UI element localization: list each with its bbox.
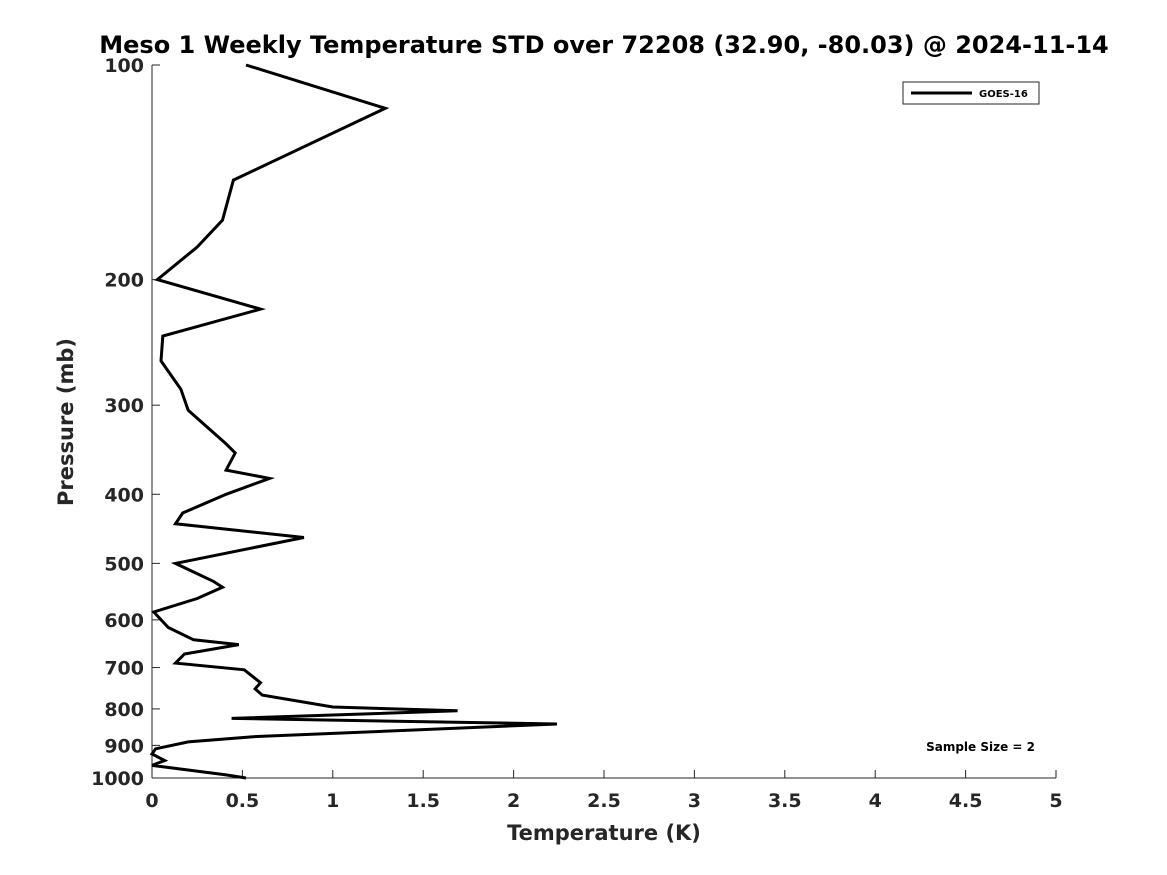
y-tick-label: 600	[104, 610, 144, 632]
x-tick-label: 3	[688, 790, 701, 812]
legend: GOES-16	[902, 81, 1040, 105]
x-tick-label: 1.5	[406, 790, 440, 812]
x-tick-label: 4	[869, 790, 882, 812]
x-tick-label: 2.5	[587, 790, 621, 812]
y-tick-label: 800	[104, 699, 144, 721]
x-tick-label: 0	[145, 790, 158, 812]
y-axis-label: Pressure (mb)	[54, 338, 78, 506]
y-tick-label: 200	[104, 270, 144, 292]
y-tick-label: 1000	[91, 768, 144, 790]
x-tick-label: 2	[507, 790, 520, 812]
y-tick-label: 500	[104, 553, 144, 575]
chart-title: Meso 1 Weekly Temperature STD over 72208…	[99, 31, 1109, 59]
y-tick-label: 400	[104, 484, 144, 506]
series-line-goes-16	[149, 63, 558, 780]
series-group	[149, 63, 558, 780]
y-tick-label: 900	[104, 735, 144, 757]
x-tick-label: 3.5	[768, 790, 802, 812]
sample-size-annotation: Sample Size = 2	[926, 740, 1035, 754]
axis-ticks: 0 0.5 1 1.5 2 2.5 3 3.5 4 4.5 5 100 200 300 400 500 600 7…	[91, 55, 1063, 812]
plot-area	[151, 65, 1056, 779]
x-tick-label: 0.5	[226, 790, 260, 812]
y-tick-label: 300	[104, 395, 144, 417]
y-tick-label: 700	[104, 658, 144, 680]
legend-label: GOES-16	[979, 89, 1028, 100]
x-axis-label: Temperature (K)	[507, 821, 701, 845]
x-tick-label: 4.5	[949, 790, 983, 812]
x-tick-label: 1	[326, 790, 339, 812]
x-tick-label: 5	[1049, 790, 1062, 812]
y-tick-label: 100	[104, 55, 144, 77]
